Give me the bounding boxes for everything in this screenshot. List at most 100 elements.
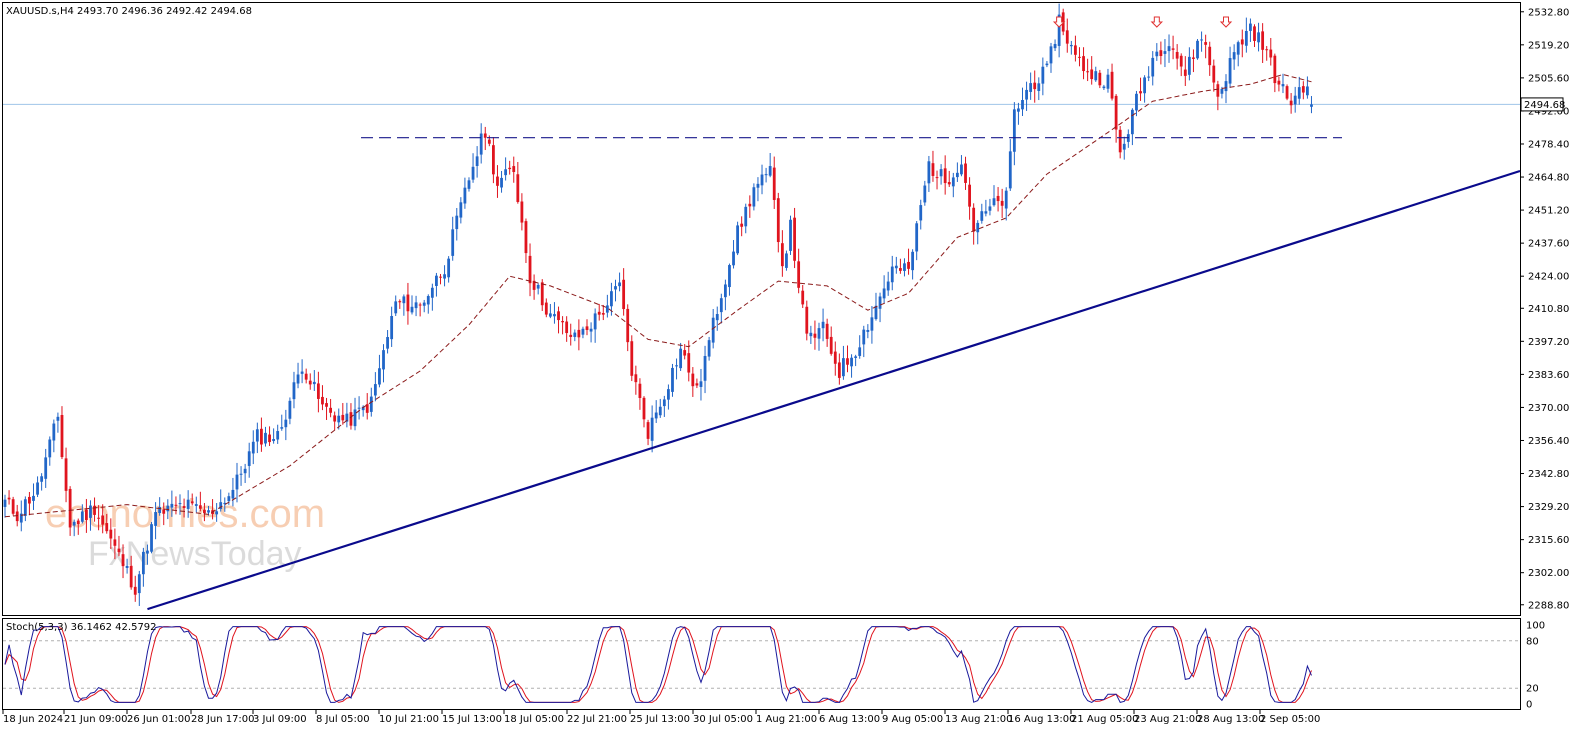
candle-body [430, 287, 434, 298]
candle [316, 371, 320, 413]
candle [300, 359, 304, 384]
candle [581, 326, 585, 339]
candle-body [1139, 91, 1142, 94]
candle [125, 558, 129, 574]
candle [422, 299, 426, 313]
candle [569, 323, 573, 346]
candle [776, 192, 780, 253]
candle-body [1236, 42, 1240, 55]
time-tick-label: 23 Aug 21:00 [1134, 714, 1201, 725]
candle [447, 256, 451, 283]
candle-body [728, 265, 731, 288]
candle-body [671, 367, 674, 392]
candle-body [785, 253, 788, 268]
candle-body [483, 133, 487, 138]
candle [117, 535, 121, 557]
candle-body [711, 317, 715, 343]
candle-body [1102, 86, 1106, 89]
candle-body [793, 217, 796, 261]
candle [158, 497, 162, 516]
candle [345, 402, 349, 428]
candle [194, 496, 198, 513]
candle [662, 395, 666, 417]
candle-body [1155, 51, 1159, 57]
candle [1159, 41, 1163, 65]
candle [1163, 39, 1167, 68]
candle-body [361, 406, 365, 411]
candle-body [251, 441, 255, 454]
candle-body [512, 166, 516, 173]
price-tick-label: 2356.40 [1528, 436, 1569, 447]
candle [141, 547, 145, 587]
candle-body [687, 353, 691, 373]
trend-line [147, 169, 1521, 611]
price-tick-label: 2383.60 [1528, 370, 1569, 381]
candle [97, 505, 101, 531]
candle [1037, 77, 1041, 101]
candle-body [744, 206, 748, 227]
candle [740, 216, 744, 237]
candle-body [732, 251, 735, 266]
candle-body [1301, 86, 1305, 93]
candle-body [756, 183, 760, 188]
candle [561, 316, 564, 335]
candle [825, 318, 829, 347]
candle-body [402, 296, 406, 304]
candle [455, 208, 459, 241]
candle [260, 417, 263, 452]
candle [919, 199, 923, 230]
candle-body [439, 276, 442, 278]
candle-body [1281, 84, 1285, 87]
candle-body [394, 301, 398, 314]
candle [255, 422, 259, 454]
candle-body [300, 371, 304, 374]
candle [105, 513, 109, 534]
candle [536, 283, 540, 295]
candle-body [866, 329, 870, 332]
candle-body [101, 515, 105, 525]
candle [630, 335, 634, 382]
candle-body [276, 431, 280, 440]
candle [382, 344, 385, 383]
candle [426, 294, 430, 314]
candle [992, 185, 996, 207]
candle-body [715, 314, 719, 321]
candle [935, 170, 939, 190]
candle [1253, 24, 1256, 47]
candle-body [1183, 69, 1187, 76]
time-tick-label: 2 Sep 05:00 [1260, 714, 1320, 725]
candle [40, 473, 44, 491]
candle [150, 521, 153, 554]
candle [321, 385, 324, 411]
candle-body [178, 503, 182, 505]
candle-body [980, 211, 984, 221]
candle [654, 400, 658, 423]
candle-body [1285, 86, 1289, 99]
time-tick-label: 30 Jul 05:00 [693, 714, 753, 725]
candle [1082, 47, 1085, 80]
candle [475, 146, 479, 178]
candle-body [121, 554, 125, 567]
candle [976, 220, 980, 245]
candle [1257, 22, 1260, 52]
candle [805, 300, 809, 341]
candle-body [1269, 49, 1273, 58]
candle [1041, 57, 1045, 96]
time-tick-label: 3 Jul 09:00 [253, 714, 307, 725]
candle [964, 156, 967, 190]
candle-body [593, 313, 597, 330]
candle-body [1008, 151, 1012, 189]
candle-body [93, 505, 96, 515]
candle-body [573, 332, 577, 337]
candle-body [939, 169, 943, 177]
candle-body [622, 279, 626, 310]
candle-body [516, 174, 520, 202]
candle [544, 298, 548, 318]
candle [296, 362, 300, 389]
candle-body [882, 288, 886, 299]
candle [1200, 31, 1203, 52]
candle [1078, 47, 1081, 67]
candle [223, 497, 227, 512]
candle-body [789, 219, 792, 251]
